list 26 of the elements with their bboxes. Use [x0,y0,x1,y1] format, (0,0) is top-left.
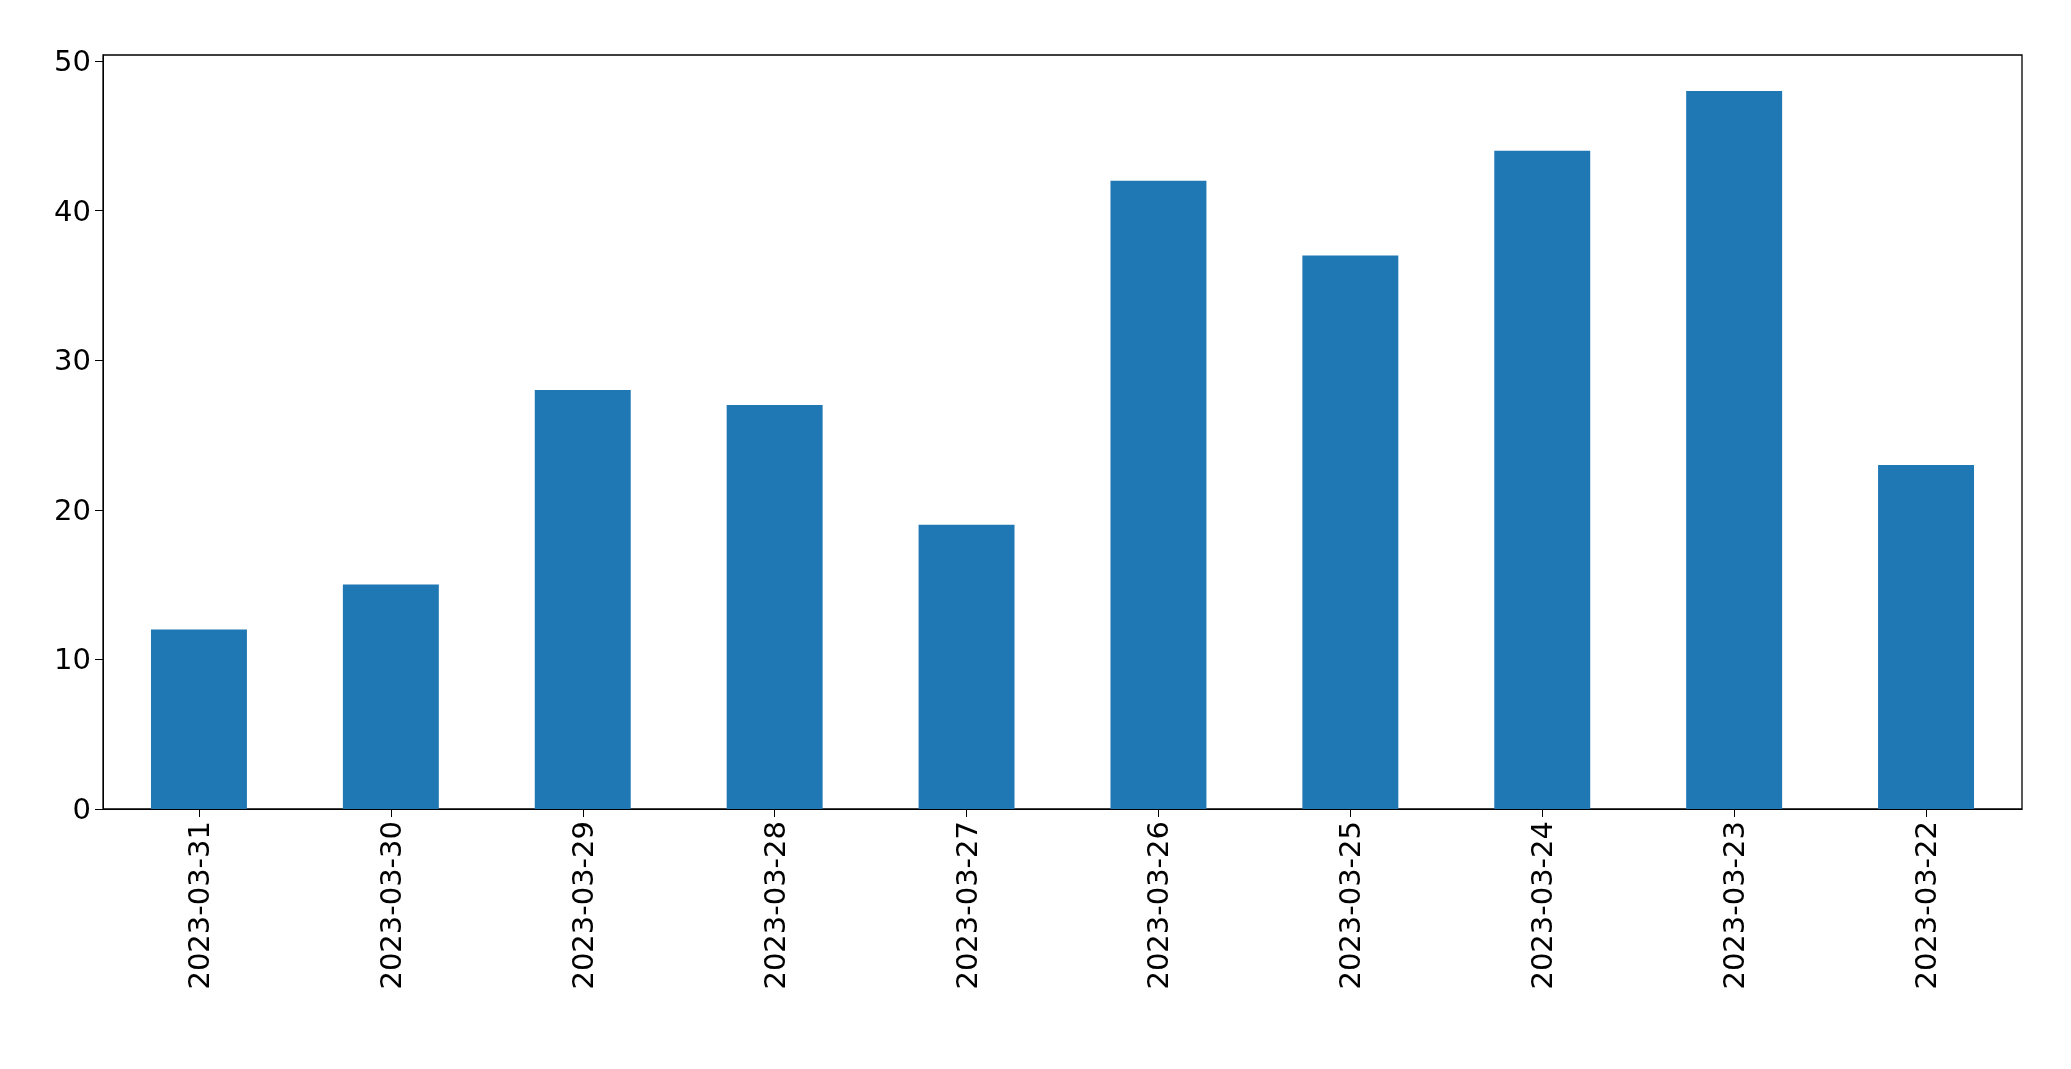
y-tick-label: 40 [54,193,91,228]
x-tick-label: 2023-03-26 [1141,821,1176,990]
bar [1878,464,1975,809]
x-tick-label: 2023-03-31 [181,821,216,990]
bar [1494,150,1591,809]
y-tick-label: 0 [72,792,91,826]
x-tick-label: 2023-03-23 [1717,821,1752,990]
bar [342,584,439,809]
y-tick-label: 50 [54,43,91,78]
y-tick-label: 20 [54,492,91,527]
y-tick-label: 10 [54,642,91,677]
bar [150,629,247,809]
x-tick-label: 2023-03-22 [1909,821,1944,990]
y-tick-label: 30 [54,343,91,378]
bar [534,390,631,809]
bar [1302,255,1399,809]
bar [726,405,823,809]
bar [1686,90,1783,809]
x-tick-label: 2023-03-24 [1525,821,1560,990]
x-tick-label: 2023-03-28 [757,821,792,990]
x-tick-label: 2023-03-27 [949,821,984,990]
x-tick-label: 2023-03-30 [373,821,408,990]
bar [1110,180,1207,809]
bar [918,524,1015,809]
x-tick-label: 2023-03-25 [1333,821,1368,990]
x-tick-label: 2023-03-29 [565,821,600,990]
